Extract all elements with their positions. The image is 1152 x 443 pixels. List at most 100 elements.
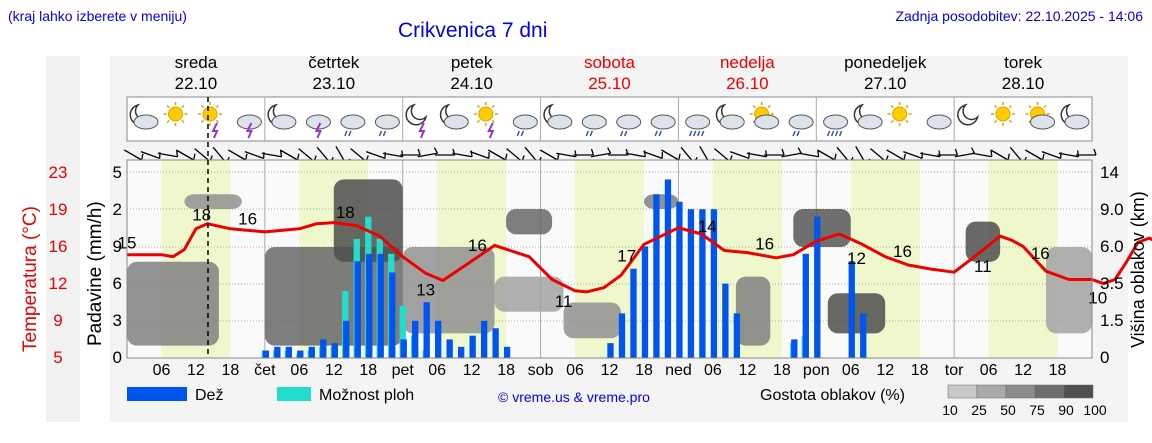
rain-bar <box>802 253 809 358</box>
rain-bar <box>320 339 327 358</box>
rain-bar <box>308 346 315 358</box>
day-date: 24.10 <box>450 74 493 93</box>
time-tick: 18 <box>221 362 239 379</box>
wind-barb <box>1058 150 1080 158</box>
cloud-shape <box>512 114 538 130</box>
wind-barb <box>487 149 508 161</box>
day-name: nedelja <box>720 53 775 72</box>
sun-ray <box>166 119 170 124</box>
cloud-shape <box>823 114 849 130</box>
rain-bar <box>814 216 821 358</box>
wind-barb <box>400 148 421 156</box>
cloud-layer <box>127 261 219 346</box>
wind-barb-shaft <box>469 150 490 160</box>
cloud-shape <box>926 114 952 130</box>
wind-barb-tick <box>504 153 508 161</box>
rain-bar <box>653 194 660 358</box>
sun-ray <box>767 104 771 109</box>
cloud-shape <box>374 114 400 130</box>
wind-barb-shaft <box>228 149 246 161</box>
cloud-height-tick: 6.0 <box>1100 237 1124 256</box>
density-value: 50 <box>1000 402 1016 418</box>
day-name: sreda <box>175 53 218 72</box>
wind-barb-shaft <box>870 148 887 162</box>
rain-bar <box>676 201 683 358</box>
wind-barb <box>157 150 179 158</box>
wind-barb <box>573 148 595 156</box>
density-swatch <box>1063 384 1094 399</box>
rain-bar <box>297 350 304 358</box>
moon-cloud-icon <box>543 103 573 130</box>
time-tick: 06 <box>842 362 860 379</box>
cloud-heavy-rain-icon <box>823 114 849 137</box>
rain-bar <box>469 335 476 358</box>
shower-legend-label: Možnost ploh <box>319 387 414 404</box>
credit-link[interactable]: © vreme.us & vreme.pro <box>498 389 650 405</box>
sun-ray <box>181 119 185 124</box>
rain-drop <box>624 130 628 137</box>
wind-barb <box>954 147 976 158</box>
wind-barb-tick <box>1076 150 1080 157</box>
wind-barb-shaft <box>140 150 160 160</box>
rain-bar <box>791 339 798 358</box>
temperature-label: 16 <box>468 236 487 255</box>
weather-icon-strip <box>126 96 1093 142</box>
cloud-shape <box>616 114 642 130</box>
sun-ray <box>890 104 894 109</box>
day-date: 26.10 <box>726 74 769 93</box>
sun-ray <box>181 104 185 109</box>
rain-bar <box>641 246 649 358</box>
cloud-layer <box>1046 247 1092 334</box>
rain-drop <box>654 130 658 137</box>
cloud-layer <box>965 221 1001 262</box>
wind-barb <box>382 150 404 158</box>
cloud-shape <box>1030 114 1055 130</box>
rain-bar <box>366 253 373 358</box>
cloud-density-scale: 10 25 50 75 90 100 <box>942 384 1107 418</box>
cloud-rain-icon <box>340 114 366 137</box>
rain-drop <box>830 130 835 137</box>
time-tick: 06 <box>980 362 998 379</box>
wind-barb-tick <box>1093 148 1097 156</box>
location-hint[interactable]: (kraj lahko izberete v meniju) <box>8 8 187 24</box>
wind-barb-tick <box>797 147 802 154</box>
wind-barb <box>590 147 612 158</box>
time-tick: 06 <box>566 362 584 379</box>
time-tick: pon <box>803 362 830 379</box>
time-tick: 06 <box>153 362 171 379</box>
cloud-shape <box>857 114 883 130</box>
density-value: 10 <box>942 402 958 418</box>
time-axis-ticks: 06 12 18 čet 06 12 18 pet 06 12 18 sob 06 12 18 ned 06 12… <box>153 362 1067 379</box>
wind-barb <box>417 147 439 158</box>
day-name: sobota <box>584 53 636 72</box>
precipitation-tick: 6 <box>113 274 122 293</box>
rain-bar <box>354 261 361 358</box>
wind-barb-shaft <box>817 149 836 161</box>
wind-barb <box>972 150 993 158</box>
density-value: 90 <box>1058 402 1074 418</box>
rain-drop <box>838 130 843 137</box>
page-title: Crikvenica 7 dni <box>398 19 547 42</box>
rain-bar <box>664 179 672 358</box>
time-tick: čet <box>254 362 276 379</box>
rain-bar <box>389 272 396 358</box>
wind-barb-shaft <box>382 152 403 158</box>
density-swatch <box>947 384 978 399</box>
sun-icon <box>163 102 188 126</box>
sun-thunder-icon <box>198 102 222 139</box>
rain-bar <box>457 346 465 358</box>
precipitation-axis-label: Padavine (mm/h) <box>85 201 106 346</box>
wind-barb-tick <box>433 147 439 154</box>
time-tick: 12 <box>187 362 205 379</box>
wind-barb-shaft <box>1058 152 1079 158</box>
time-tick: 12 <box>463 362 481 379</box>
wind-barb-tick <box>401 150 404 157</box>
wind-barb-tick <box>781 148 785 156</box>
sun-ray <box>905 119 909 124</box>
wind-barb-shaft <box>643 150 663 160</box>
temperature-tick: 9 <box>53 311 62 330</box>
wind-barb <box>279 149 300 161</box>
day-date: 28.10 <box>1002 74 1045 93</box>
rain-drop <box>520 130 524 137</box>
